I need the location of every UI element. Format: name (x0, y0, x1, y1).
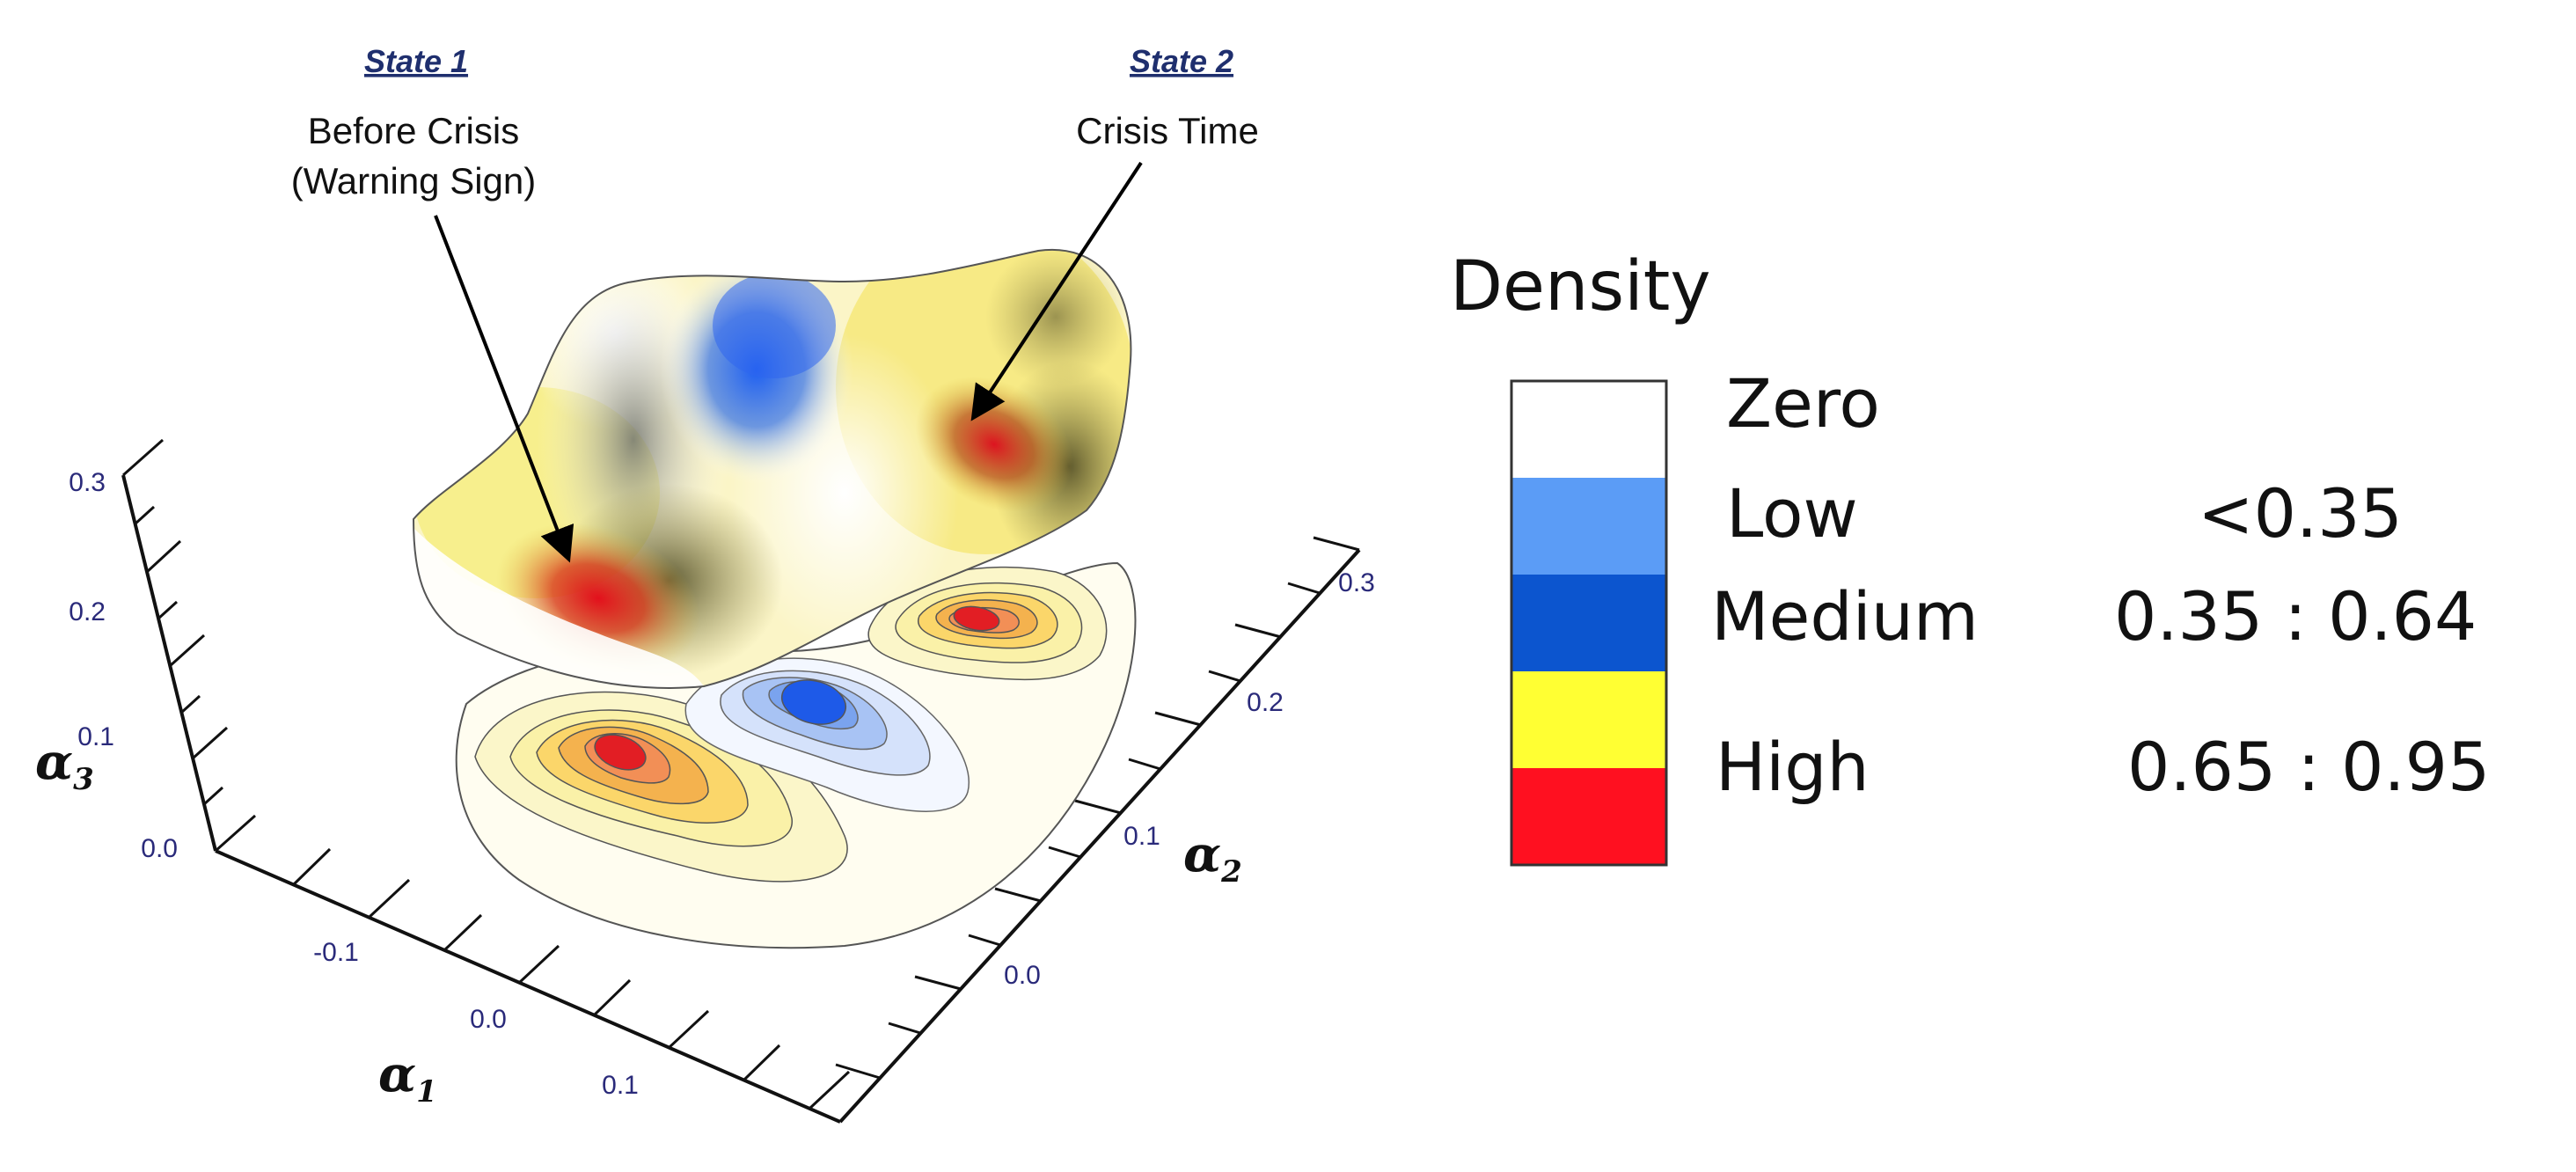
x-tick-label: 0.1 (602, 1071, 639, 1100)
x-axis-label: α1 (378, 1045, 437, 1110)
z-tick-label: 0.1 (77, 722, 114, 751)
y-axis-line (838, 548, 1361, 1124)
state-1-arrow (434, 215, 574, 563)
legend-range-medium: 0.35 : 0.64 (2114, 577, 2477, 656)
legend-label-zero: Zero (1726, 364, 1880, 443)
x-tick-labels: -0.1 0.0 0.1 (313, 938, 639, 1100)
y-axis-label: α2 (1183, 825, 1242, 890)
legend-swatch-border (1510, 379, 1668, 867)
axes-frame (121, 474, 1361, 1124)
z-tick-label: 0.2 (69, 597, 106, 626)
z-tick-label: 0.0 (141, 834, 178, 863)
z-tick-labels: 0.3 0.2 0.1 0.0 (69, 468, 178, 863)
x-tick-label: -0.1 (313, 938, 359, 967)
legend-swatch-zero (1511, 381, 1666, 478)
y-tick-label: 0.2 (1247, 688, 1284, 717)
z-axis-line (121, 474, 217, 852)
legend-title: Density (1450, 247, 1711, 326)
x-tick-label: 0.0 (470, 1005, 507, 1034)
y-tick-labels: 0.0 0.1 0.2 0.3 (1004, 568, 1375, 990)
legend-label-low: Low (1726, 474, 1858, 553)
y-tick-label: 0.3 (1338, 568, 1375, 597)
x-axis-line (215, 849, 841, 1124)
legend-swatch-high (1511, 671, 1666, 768)
legend: Density Zero Low Medium High <0.35 0.35 … (1450, 247, 2490, 867)
state-2-annotation: State 2 Crisis Time (970, 43, 1259, 421)
legend-range-low: <0.35 (2198, 474, 2403, 553)
tick-marks (122, 438, 1360, 1110)
state-2-title: State 2 (1130, 43, 1233, 79)
state-1-label-line-1: Before Crisis (308, 110, 519, 151)
state-1-label-line-2: (Warning Sign) (291, 160, 537, 201)
z-tick-label: 0.3 (69, 468, 106, 497)
legend-swatch-medium (1511, 575, 1666, 671)
state-2-arrow (970, 161, 1143, 421)
legend-label-high: High (1716, 728, 1870, 806)
legend-swatch-low (1511, 478, 1666, 575)
y-tick-label: 0.0 (1004, 961, 1041, 990)
z-axis-label: α3 (35, 733, 94, 797)
state-1-annotation: State 1 Before Crisis (Warning Sign) (291, 43, 574, 563)
y-tick-label: 0.1 (1123, 822, 1160, 851)
state-1-title: State 1 (364, 43, 468, 79)
state-2-label: Crisis Time (1076, 110, 1259, 151)
legend-range-high: 0.65 : 0.95 (2127, 728, 2490, 806)
legend-swatch-max (1511, 768, 1666, 865)
legend-label-medium: Medium (1711, 577, 1979, 656)
